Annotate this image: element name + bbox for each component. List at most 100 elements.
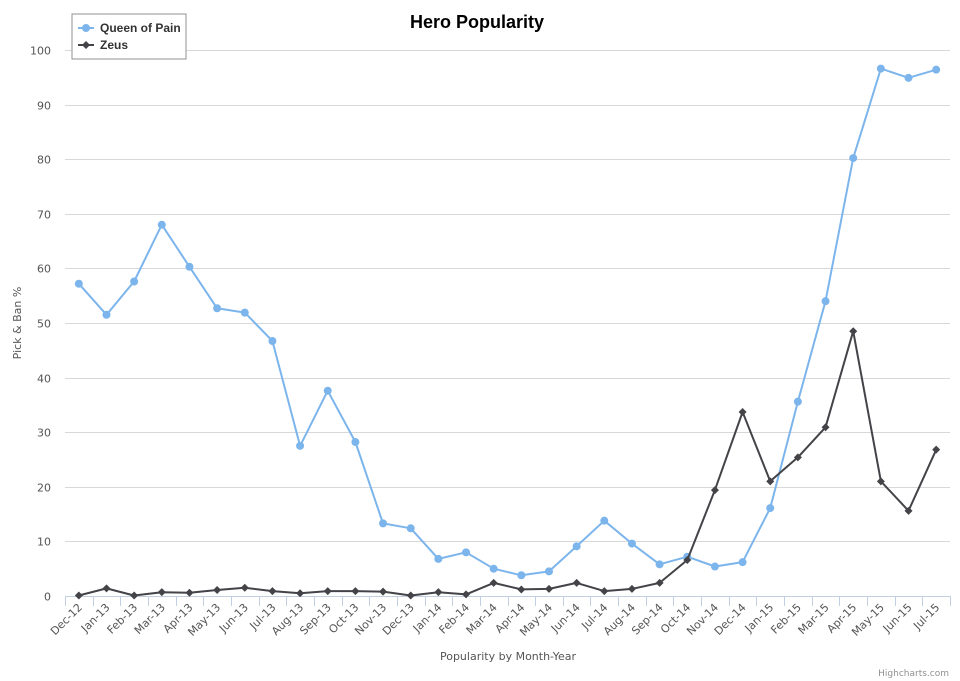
data-point-zeus[interactable]: [323, 587, 332, 596]
data-point-zeus[interactable]: [544, 584, 553, 593]
data-point-zeus[interactable]: [517, 585, 526, 594]
x-tick-label: Mar-14: [464, 601, 500, 637]
y-axis-title: Pick & Ban %: [11, 287, 24, 360]
data-point-queen-of-pain[interactable]: [489, 564, 498, 573]
y-tick-label: 100: [30, 45, 51, 58]
data-point-zeus[interactable]: [655, 578, 664, 587]
data-point-zeus[interactable]: [821, 423, 830, 432]
data-point-zeus[interactable]: [932, 445, 941, 454]
data-point-zeus[interactable]: [793, 453, 802, 462]
data-point-queen-of-pain[interactable]: [185, 262, 194, 271]
data-point-zeus[interactable]: [904, 506, 913, 515]
data-point-queen-of-pain[interactable]: [296, 441, 305, 450]
data-point-zeus[interactable]: [185, 588, 194, 597]
data-point-zeus[interactable]: [157, 588, 166, 597]
data-point-zeus[interactable]: [74, 591, 83, 600]
legend-item-queen-of-pain[interactable]: Queen of Pain: [78, 21, 181, 35]
data-point-queen-of-pain[interactable]: [572, 542, 581, 551]
data-point-queen-of-pain[interactable]: [627, 539, 636, 548]
data-point-queen-of-pain[interactable]: [213, 304, 222, 313]
x-tick-label: Sep-13: [297, 601, 334, 638]
data-point-queen-of-pain[interactable]: [766, 504, 775, 513]
data-point-queen-of-pain[interactable]: [351, 438, 360, 447]
data-point-queen-of-pain[interactable]: [434, 554, 443, 563]
data-point-queen-of-pain[interactable]: [710, 562, 719, 571]
data-point-queen-of-pain[interactable]: [323, 386, 332, 395]
data-point-queen-of-pain[interactable]: [793, 397, 802, 406]
data-point-zeus[interactable]: [572, 578, 581, 587]
x-tick-label: Jun-15: [880, 601, 915, 636]
data-point-queen-of-pain[interactable]: [849, 154, 858, 163]
data-point-queen-of-pain[interactable]: [462, 548, 471, 557]
data-point-queen-of-pain[interactable]: [821, 297, 830, 306]
data-point-queen-of-pain[interactable]: [379, 519, 388, 528]
data-point-queen-of-pain[interactable]: [268, 337, 277, 346]
data-point-queen-of-pain[interactable]: [74, 279, 83, 288]
data-point-zeus[interactable]: [489, 578, 498, 587]
data-point-queen-of-pain[interactable]: [130, 277, 139, 286]
data-point-zeus[interactable]: [876, 477, 885, 486]
data-point-zeus[interactable]: [738, 407, 747, 416]
data-point-zeus[interactable]: [351, 587, 360, 596]
data-point-zeus[interactable]: [379, 587, 388, 596]
series-zeus: [74, 327, 941, 600]
credits-link[interactable]: Highcharts.com: [878, 669, 949, 679]
chart-title: Hero Popularity: [410, 12, 544, 32]
y-tick-label: 10: [37, 536, 51, 549]
x-tick-label: Jun-13: [216, 601, 251, 636]
data-point-zeus[interactable]: [434, 588, 443, 597]
x-tick-label: Mar-15: [796, 601, 832, 637]
data-point-zeus[interactable]: [240, 583, 249, 592]
data-point-zeus[interactable]: [213, 585, 222, 594]
legend-item-zeus[interactable]: Zeus: [78, 38, 128, 52]
data-point-queen-of-pain[interactable]: [655, 560, 664, 569]
x-tick-label: Sep-14: [629, 601, 666, 638]
data-point-zeus[interactable]: [462, 590, 471, 599]
series-line-queen-of-pain: [78, 67, 937, 577]
y-tick-label: 80: [37, 154, 51, 167]
data-point-zeus[interactable]: [683, 555, 692, 564]
data-point-queen-of-pain[interactable]: [544, 567, 553, 576]
y-tick-label: 60: [37, 263, 51, 276]
data-point-zeus[interactable]: [600, 587, 609, 596]
y-tick-label: 90: [37, 100, 51, 113]
axes: 0102030405060708090100Dec-12Jan-13Feb-13…: [30, 45, 951, 639]
data-point-queen-of-pain[interactable]: [157, 220, 166, 229]
data-point-zeus[interactable]: [766, 477, 775, 486]
y-tick-label: 0: [44, 591, 51, 604]
x-tick-label: Dec-12: [48, 601, 85, 638]
data-point-queen-of-pain[interactable]: [600, 516, 609, 525]
legend-marker-zeus[interactable]: [82, 41, 90, 49]
data-point-queen-of-pain[interactable]: [102, 310, 111, 319]
y-tick-label: 50: [37, 318, 51, 331]
legend-box: [71, 13, 187, 60]
y-tick-label: 40: [37, 373, 51, 386]
y-tick-label: 30: [37, 427, 51, 440]
legend: Queen of Pain Zeus: [71, 13, 187, 60]
data-point-queen-of-pain[interactable]: [876, 64, 885, 73]
data-point-zeus[interactable]: [296, 589, 305, 598]
series-line-zeus: [78, 330, 938, 597]
data-point-queen-of-pain[interactable]: [904, 73, 913, 82]
data-point-zeus[interactable]: [102, 584, 111, 593]
data-point-zeus[interactable]: [849, 327, 858, 336]
legend-label-zeus: Zeus: [100, 38, 128, 52]
legend-marker-queen-of-pain[interactable]: [82, 24, 90, 32]
data-point-queen-of-pain[interactable]: [932, 65, 941, 74]
data-point-zeus[interactable]: [268, 587, 277, 596]
data-point-zeus[interactable]: [627, 584, 636, 593]
data-point-queen-of-pain[interactable]: [406, 524, 415, 533]
legend-label-queen-of-pain: Queen of Pain: [100, 21, 181, 35]
grid-lines: [65, 50, 950, 542]
x-tick-label: Jul-15: [910, 601, 942, 633]
x-axis-title: Popularity by Month-Year: [440, 650, 577, 663]
y-tick-label: 70: [37, 209, 51, 222]
data-point-queen-of-pain[interactable]: [240, 308, 249, 317]
data-point-zeus[interactable]: [130, 591, 139, 600]
data-point-zeus[interactable]: [710, 486, 719, 495]
data-point-zeus[interactable]: [406, 591, 415, 600]
data-point-queen-of-pain[interactable]: [517, 571, 526, 580]
data-point-queen-of-pain[interactable]: [738, 558, 747, 567]
